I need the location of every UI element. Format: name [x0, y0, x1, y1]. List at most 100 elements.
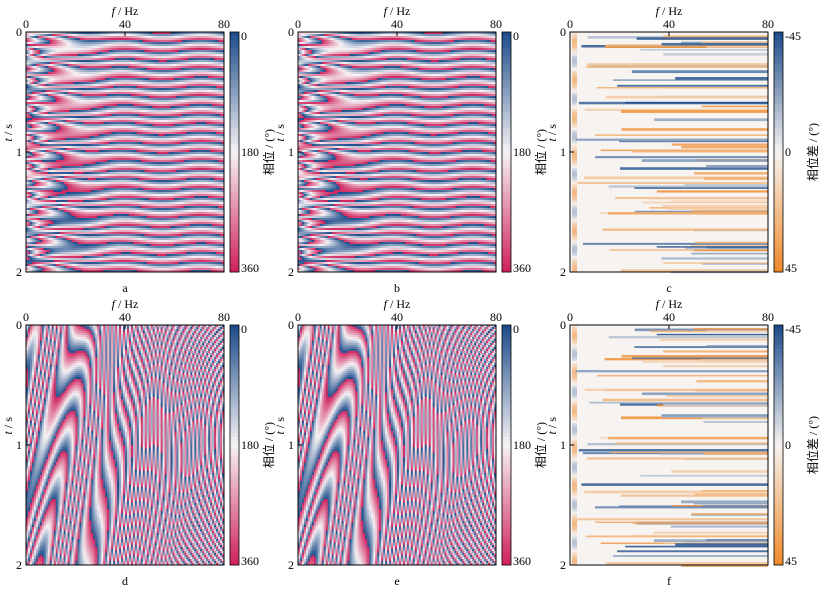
heatmap-cell — [97, 68, 99, 70]
heatmap-cell — [155, 62, 157, 64]
heatmap-cell — [210, 66, 212, 68]
heatmap-cell — [76, 50, 78, 52]
heatmap-cell — [76, 58, 78, 60]
heatmap-cell — [48, 34, 50, 36]
heatmap-cell — [198, 82, 200, 84]
heatmap-cell — [50, 36, 52, 38]
heatmap-cell — [93, 56, 95, 58]
heatmap-cell — [141, 48, 143, 50]
heatmap-cell — [153, 66, 155, 68]
heatmap-cell — [157, 44, 159, 46]
heatmap-cell — [149, 50, 151, 52]
heatmap-cell — [105, 66, 107, 68]
heatmap-cell — [188, 64, 190, 66]
heatmap-cell — [38, 52, 40, 54]
heatmap-cell — [157, 56, 159, 58]
heatmap-cell — [188, 56, 190, 58]
heatmap-cell — [93, 64, 95, 66]
heatmap-cell — [173, 62, 175, 64]
heatmap-cell — [32, 34, 34, 36]
heatmap-cell — [72, 82, 74, 84]
heatmap-cell — [72, 78, 74, 80]
heatmap-cell — [145, 74, 147, 76]
heatmap-cell — [54, 58, 56, 60]
heatmap-cell — [141, 60, 143, 62]
heatmap-cell — [135, 50, 137, 52]
heatmap-cell — [204, 68, 206, 70]
heatmap-cell — [32, 54, 34, 56]
heatmap-cell — [202, 70, 204, 72]
heatmap-cell — [200, 56, 202, 58]
heatmap-cell — [180, 34, 182, 36]
heatmap-cell — [101, 56, 103, 58]
heatmap-cell — [79, 38, 81, 40]
heatmap-cell — [178, 72, 180, 74]
heatmap-cell — [182, 62, 184, 64]
heatmap-cell — [176, 76, 178, 78]
heatmap-cell — [129, 58, 131, 60]
heatmap-cell — [109, 42, 111, 44]
heatmap-cell — [64, 78, 66, 80]
heatmap-cell — [198, 70, 200, 72]
heatmap-cell — [123, 50, 125, 52]
heatmap-cell — [48, 78, 50, 80]
heatmap-cell — [60, 76, 62, 78]
heatmap-cell — [38, 70, 40, 72]
heatmap-cell — [198, 48, 200, 50]
heatmap-cell — [66, 72, 68, 74]
heatmap-cell — [72, 48, 74, 50]
heatmap-cell — [36, 74, 38, 76]
heatmap-cell — [153, 46, 155, 48]
heatmap-cell — [198, 56, 200, 58]
heatmap-cell — [218, 76, 220, 78]
heatmap-cell — [123, 76, 125, 78]
heatmap-cell — [186, 66, 188, 68]
heatmap-cell — [123, 80, 125, 82]
heatmap-cell — [52, 60, 54, 62]
heatmap-cell — [97, 52, 99, 54]
heatmap-cell — [115, 62, 117, 64]
heatmap-cell — [155, 54, 157, 56]
heatmap-cell — [133, 66, 135, 68]
heatmap-cell — [103, 72, 105, 74]
heatmap-cell — [131, 40, 133, 42]
heatmap-cell — [186, 76, 188, 78]
heatmap-cell — [103, 64, 105, 66]
heatmap-cell — [214, 46, 216, 48]
heatmap-cell — [121, 66, 123, 68]
heatmap-cell — [74, 42, 76, 44]
heatmap-cell — [60, 52, 62, 54]
heatmap-cell — [218, 64, 220, 66]
heatmap-cell — [155, 50, 157, 52]
heatmap-cell — [81, 34, 83, 36]
heatmap-cell — [153, 52, 155, 54]
heatmap-cell — [95, 70, 97, 72]
heatmap-cell — [56, 46, 58, 48]
heatmap-cell — [196, 46, 198, 48]
heatmap-cell — [68, 50, 70, 52]
heatmap-cell — [44, 76, 46, 78]
heatmap-cell — [36, 42, 38, 44]
heatmap-cell — [141, 64, 143, 66]
heatmap-cell — [159, 62, 161, 64]
heatmap-cell — [44, 74, 46, 76]
heatmap-cell — [143, 58, 145, 60]
heatmap-cell — [97, 46, 99, 48]
heatmap-cell — [202, 48, 204, 50]
heatmap-cell — [194, 56, 196, 58]
heatmap-cell — [30, 46, 32, 48]
heatmap-cell — [153, 64, 155, 66]
heatmap-cell — [125, 64, 127, 66]
heatmap-cell — [28, 70, 30, 72]
heatmap-cell — [202, 56, 204, 58]
heatmap-cell — [87, 66, 89, 68]
heatmap-cell — [60, 70, 62, 72]
heatmap-cell — [91, 62, 93, 64]
heatmap-cell — [135, 60, 137, 62]
heatmap-cell — [161, 72, 163, 74]
heatmap-cell — [121, 76, 123, 78]
heatmap-cell — [188, 60, 190, 62]
heatmap-cell — [99, 58, 101, 60]
heatmap-cell — [129, 60, 131, 62]
heatmap-cell — [52, 82, 54, 84]
